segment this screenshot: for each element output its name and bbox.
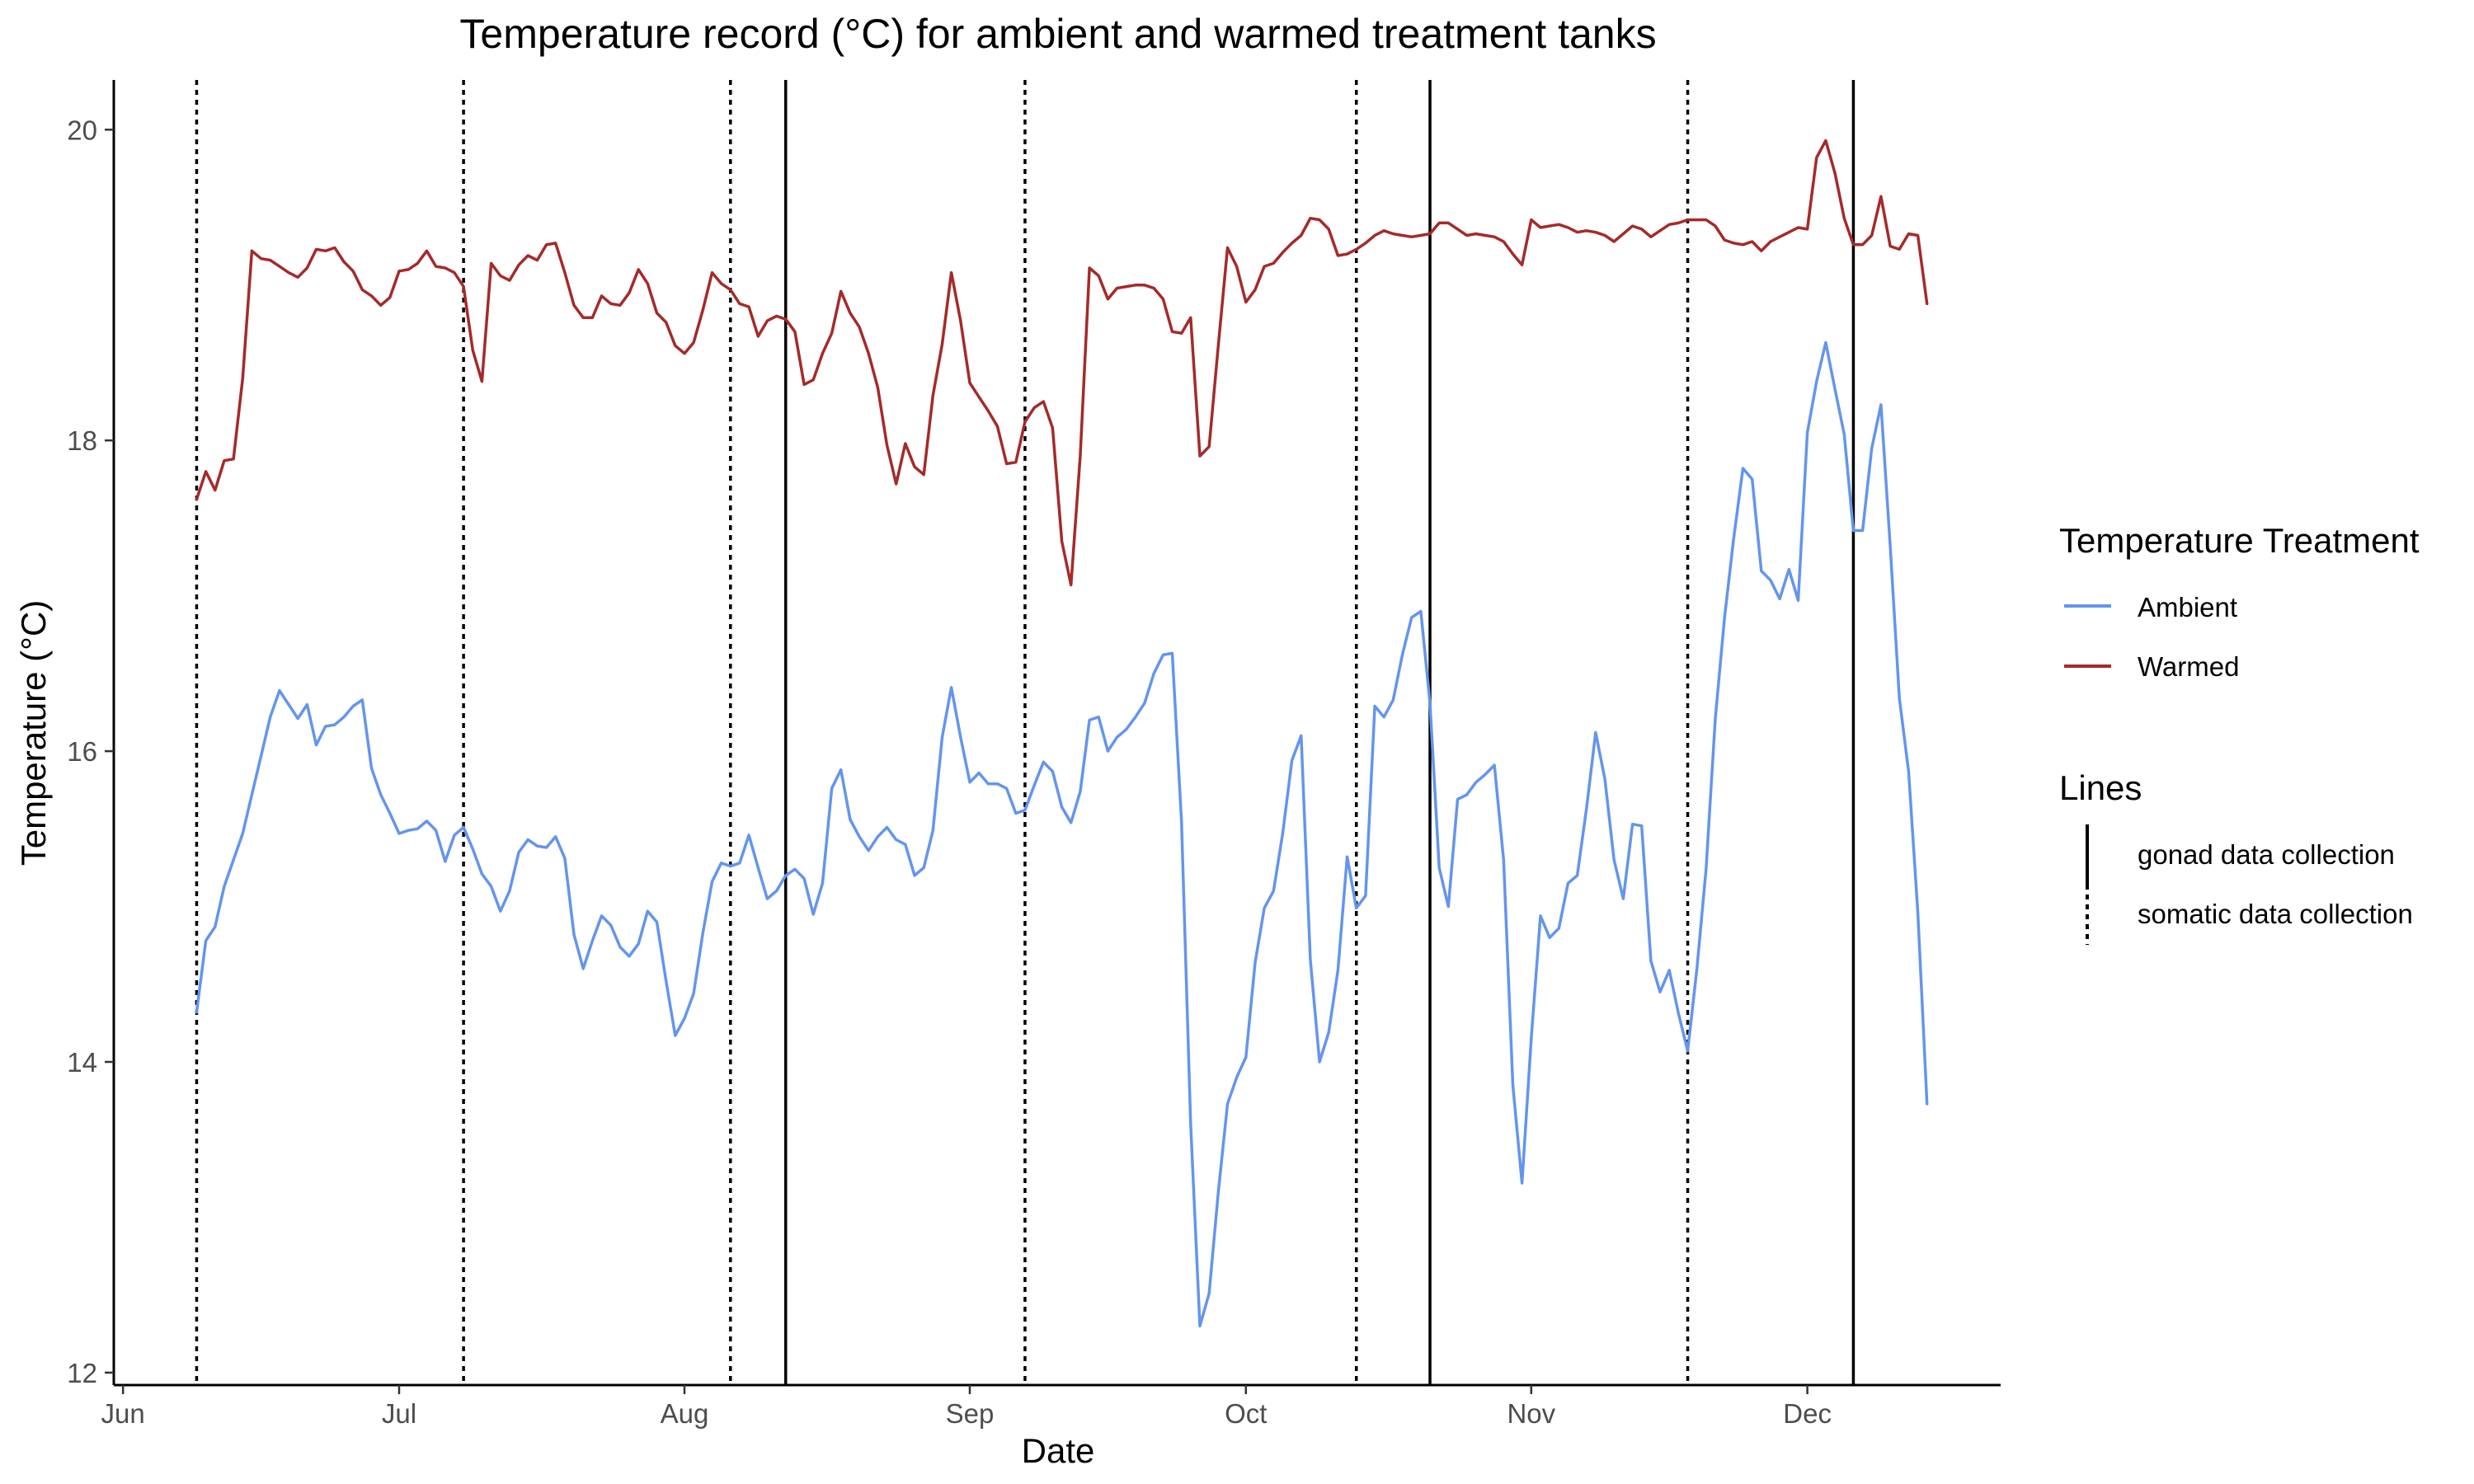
chart-title: Temperature record (°C) for ambient and … — [459, 11, 1656, 57]
legend-gonad-label: gonad data collection — [2138, 839, 2395, 870]
legend-somatic-label: somatic data collection — [2138, 899, 2413, 929]
y-tick-label-12: 12 — [67, 1358, 97, 1388]
series-line-ambient — [195, 340, 1929, 1328]
legend-lines-title: Lines — [2059, 768, 2142, 807]
x-tick-label-jun: Jun — [101, 1398, 145, 1429]
legend-treatment-title: Temperature Treatment — [2059, 521, 2420, 560]
legend-warmed-label: Warmed — [2138, 651, 2239, 682]
reference-lines — [195, 80, 1856, 1385]
x-tick-label-jul: Jul — [382, 1398, 416, 1429]
y-axis-ticks: 12 14 16 18 20 — [67, 115, 114, 1388]
series-lines — [195, 139, 1929, 1328]
axes — [112, 80, 2001, 1387]
y-tick-label-16: 16 — [67, 736, 97, 767]
x-tick-label-sep: Sep — [946, 1398, 995, 1429]
x-axis-ticks: Jun Jul Aug Sep Oct Nov Dec — [101, 1385, 1832, 1429]
legend-ambient-label: Ambient — [2138, 592, 2237, 622]
x-tick-label-nov: Nov — [1507, 1398, 1555, 1429]
y-tick-label-18: 18 — [67, 425, 97, 456]
y-tick-label-20: 20 — [67, 115, 97, 145]
legend-lines: Lines gonad data collection somatic data… — [2059, 768, 2413, 945]
x-tick-label-dec: Dec — [1783, 1398, 1832, 1429]
series-line-warmed — [195, 139, 1929, 587]
y-axis-label: Temperature (°C) — [14, 600, 53, 866]
y-tick-label-14: 14 — [67, 1047, 97, 1078]
x-tick-label-oct: Oct — [1225, 1398, 1267, 1429]
legend-treatment: Temperature Treatment Ambient Warmed — [2059, 521, 2420, 682]
x-tick-label-aug: Aug — [661, 1398, 709, 1429]
x-axis-label: Date — [1022, 1431, 1095, 1470]
